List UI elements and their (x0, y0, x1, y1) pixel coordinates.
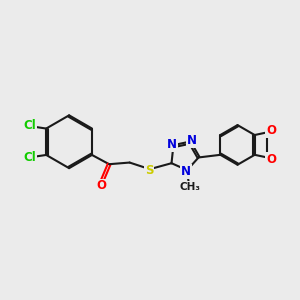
Text: O: O (266, 124, 276, 137)
Text: N: N (167, 138, 177, 151)
Text: O: O (96, 179, 106, 193)
Text: S: S (145, 164, 153, 177)
Text: N: N (187, 134, 197, 147)
Text: Cl: Cl (23, 151, 36, 164)
Text: O: O (266, 153, 276, 166)
Text: N: N (181, 165, 191, 178)
Text: Cl: Cl (23, 119, 36, 132)
Text: CH₃: CH₃ (180, 182, 201, 192)
